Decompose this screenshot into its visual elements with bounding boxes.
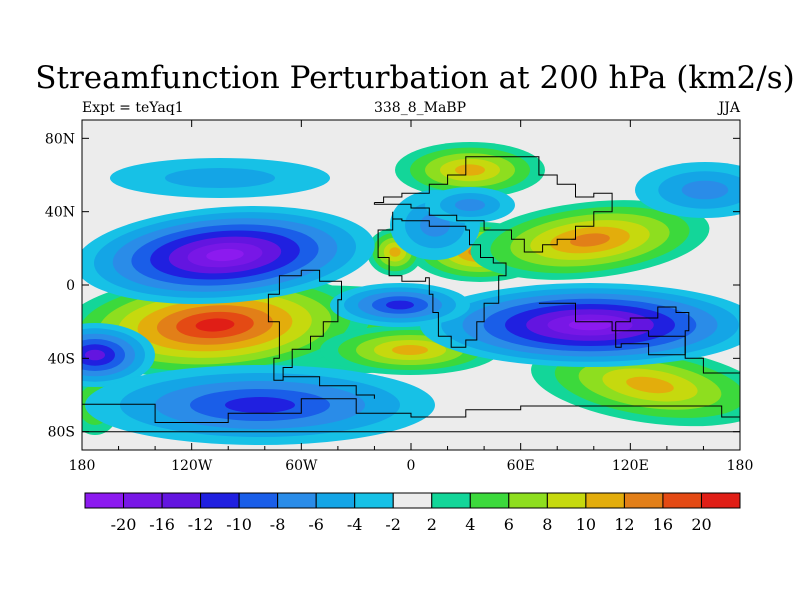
ne-pacific-low — [635, 162, 740, 218]
axes: 180 120W 60W 0 60E 120E 180 80N 40N 0 40S 80S — [45, 120, 753, 474]
n-atlantic-low — [425, 187, 515, 223]
colorbar-label: 10 — [576, 515, 596, 534]
nh-high-2 — [470, 200, 710, 280]
colorbar-swatch — [546, 492, 587, 509]
colorbar-swatch — [315, 492, 356, 509]
colorbar-swatch — [123, 492, 163, 509]
coastline-4 — [82, 398, 740, 433]
colorbar: -20 -16 -12 -10 -8 -6 -4 -2 2 4 6 8 10 12 16 20 — [84, 492, 741, 534]
pacific-nh-low — [82, 205, 375, 305]
colorbar-swatch — [84, 492, 125, 509]
y-tick-label: 0 — [66, 278, 75, 294]
colorbar-label: 6 — [504, 515, 514, 534]
colorbar-label: 16 — [653, 515, 673, 534]
colorbar-label: -16 — [149, 515, 175, 534]
southern-ocean-low — [85, 365, 435, 445]
coastline-2 — [267, 269, 342, 381]
x-tick-label: 180 — [69, 458, 96, 474]
colorbar-label: 20 — [691, 515, 711, 534]
arctic-low — [110, 158, 330, 198]
chart-title: Streamfunction Perturbation at 200 hPa (… — [35, 60, 795, 96]
coastline-6 — [283, 376, 375, 399]
coastline-1 — [373, 156, 613, 253]
x-tick-label: 120W — [171, 458, 213, 474]
y-tick-label: 80N — [45, 131, 75, 147]
coastline-5 — [538, 302, 740, 392]
coastline-0 — [377, 211, 507, 348]
y-tick-label: 80S — [48, 425, 75, 441]
continent-outline — [82, 156, 740, 433]
colorbar-swatch — [585, 492, 625, 509]
colorbar-label: -8 — [270, 515, 286, 534]
coastline-3 — [615, 306, 690, 356]
contour-field — [82, 120, 740, 450]
colorbar-label: -4 — [347, 515, 363, 534]
x-tick-label: 180 — [727, 458, 754, 474]
far-se-pacific-low — [82, 323, 155, 387]
colorbar-swatch — [354, 492, 394, 509]
colorbar-swatch — [277, 492, 317, 509]
colorbar-swatch — [469, 492, 510, 509]
colorbar-swatch — [161, 492, 202, 509]
colorbar-label: -6 — [308, 515, 324, 534]
colorbar-label: -12 — [188, 515, 214, 534]
colorbar-label: -10 — [226, 515, 252, 534]
indian-sh-low — [420, 283, 740, 367]
season-label: JJA — [718, 100, 740, 116]
colorbar-swatch — [508, 492, 548, 509]
s-atlantic-low — [330, 283, 470, 327]
x-tick-label: 120E — [612, 458, 649, 474]
colorbar-swatch — [392, 492, 433, 509]
period-label: 338_8_MaBP — [373, 100, 467, 116]
colorbar-label: -2 — [385, 515, 401, 534]
x-tick-label: 60W — [285, 458, 318, 474]
colorbar-swatch — [431, 492, 471, 509]
y-tick-label: 40S — [48, 351, 75, 367]
colorbar-label: 2 — [427, 515, 437, 534]
colorbar-swatch — [238, 492, 279, 509]
colorbar-swatch — [200, 492, 240, 509]
colorbar-label: -20 — [111, 515, 137, 534]
colorbar-label: 12 — [614, 515, 634, 534]
x-tick-label: 60E — [507, 458, 535, 474]
colorbar-swatch — [700, 492, 741, 509]
x-tick-label: 0 — [407, 458, 416, 474]
colorbar-label: 4 — [465, 515, 475, 534]
colorbar-swatch — [623, 492, 664, 509]
experiment-label: Expt = teYaq1 — [82, 100, 184, 116]
colorbar-swatch — [662, 492, 702, 509]
y-tick-label: 40N — [45, 205, 75, 221]
colorbar-label: 8 — [542, 515, 552, 534]
